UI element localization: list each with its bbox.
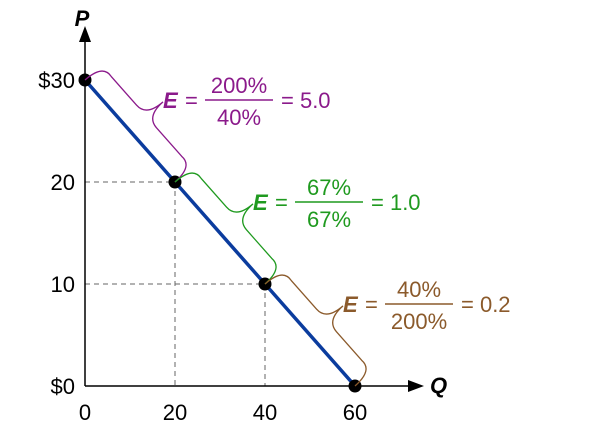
curly-brace xyxy=(174,172,277,285)
guide-lines xyxy=(85,181,266,386)
fraction-denominator: 40% xyxy=(217,105,261,130)
x-axis-label: Q xyxy=(430,373,447,398)
x-tick-label: 20 xyxy=(163,400,187,425)
elasticity-result: = 0.2 xyxy=(461,292,511,317)
x-tick-label: 40 xyxy=(253,400,277,425)
elasticity-symbol: E xyxy=(163,88,179,113)
x-tick-label: 0 xyxy=(79,400,91,425)
elasticity-annotation: E = 200% 40% = 5.0 xyxy=(84,70,331,183)
y-tick-label: 10 xyxy=(51,272,75,297)
axes: Q P xyxy=(75,6,447,398)
elasticity-result: = 5.0 xyxy=(281,88,331,113)
equals-sign: = xyxy=(365,292,378,317)
x-axis-arrow xyxy=(408,380,424,392)
y-tick-label: $0 xyxy=(51,374,75,399)
fraction-numerator: 200% xyxy=(211,73,267,98)
elasticity-annotation: E = 67% 67% = 1.0 xyxy=(174,172,421,285)
elasticity-result: = 1.0 xyxy=(371,190,421,215)
y-tick-label: $30 xyxy=(38,68,75,93)
demand-line xyxy=(83,78,357,388)
fraction-denominator: 200% xyxy=(391,309,447,334)
fraction-numerator: 67% xyxy=(307,175,351,200)
elasticity-annotation: E = 40% 200% = 0.2 xyxy=(264,274,511,387)
x-tick-label: 60 xyxy=(343,400,367,425)
fraction-denominator: 67% xyxy=(307,207,351,232)
y-axis-label: P xyxy=(75,6,90,31)
curly-brace xyxy=(84,70,187,183)
elasticity-symbol: E xyxy=(343,292,359,317)
y-axis-arrow xyxy=(79,26,91,42)
elasticity-annotations: E =200%40%= 5.0E =67%67%= 1.0E =40%200%= 0.… xyxy=(84,70,511,387)
fraction-numerator: 40% xyxy=(397,277,441,302)
tick-labels: 0 20 40 60 $0 10 20 $30 xyxy=(38,68,367,425)
elasticity-symbol: E xyxy=(253,190,269,215)
curly-brace xyxy=(264,274,367,387)
equals-sign: = xyxy=(275,190,288,215)
equals-sign: = xyxy=(185,88,198,113)
y-tick-label: 20 xyxy=(51,170,75,195)
